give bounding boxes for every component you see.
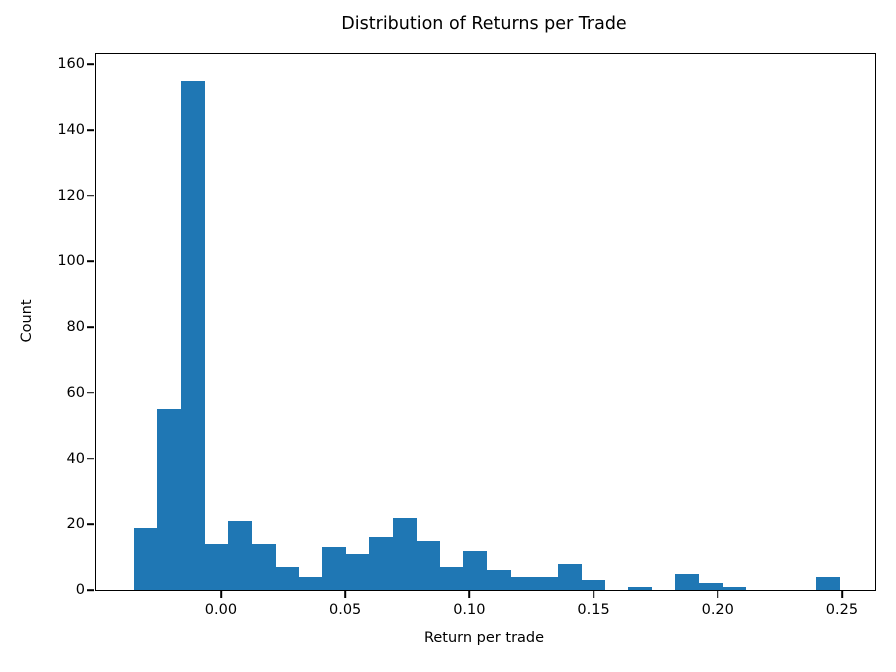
y-tick <box>87 523 95 526</box>
histogram-bar <box>157 409 182 590</box>
x-tick <box>716 590 719 598</box>
histogram-bar <box>816 576 841 590</box>
x-tick-label: 0.15 <box>577 602 610 618</box>
histogram-bar <box>228 520 253 590</box>
y-tick <box>87 194 95 197</box>
y-axis-label: Count <box>19 299 35 343</box>
x-tick-label: 0.00 <box>204 602 238 618</box>
histogram-bar <box>722 586 747 590</box>
histogram-bar <box>628 586 653 590</box>
histogram-bar <box>510 576 535 590</box>
y-tick <box>87 457 95 460</box>
y-tick <box>87 260 95 263</box>
y-tick-label: 0 <box>75 582 85 598</box>
histogram-bar <box>675 573 700 590</box>
histogram-bar <box>439 567 464 590</box>
histogram-bar <box>369 537 394 590</box>
histogram-bar <box>204 543 229 590</box>
x-tick-label: 0.20 <box>701 602 734 618</box>
y-tick <box>87 129 95 131</box>
y-tick-label: 140 <box>57 121 85 138</box>
x-tick <box>592 590 595 598</box>
histogram-bar <box>581 580 606 590</box>
histogram-bar <box>345 553 370 590</box>
x-tick <box>344 590 346 598</box>
y-tick <box>87 63 95 65</box>
histogram-bar <box>181 80 206 590</box>
x-tick-label: 0.25 <box>825 602 859 618</box>
y-tick-label: 80 <box>66 319 85 336</box>
x-tick <box>841 590 843 598</box>
x-tick-label: 0.05 <box>328 602 362 618</box>
plot-area: 0.00 0.05 0.10 0.15 0.20 0.25 0 20 40 60 80 100 120 1… <box>57 53 876 618</box>
y-tick <box>87 326 95 328</box>
histogram-bar <box>486 570 511 590</box>
x-tick <box>468 590 471 598</box>
x-axis-label: Return per trade <box>423 630 545 646</box>
histogram-bar <box>463 550 488 590</box>
histogram-bar <box>557 563 582 590</box>
histogram-bar <box>322 547 347 590</box>
y-tick <box>87 392 95 394</box>
chart-title: Distribution of Returns per Trade <box>341 14 627 34</box>
y-tick-label: 40 <box>66 450 85 467</box>
y-tick-label: 120 <box>57 187 85 204</box>
y-tick-label: 100 <box>57 253 85 270</box>
histogram-bar <box>533 576 558 590</box>
histogram-bar <box>392 517 417 590</box>
histogram-bar <box>416 540 441 590</box>
histogram-bar <box>698 583 723 590</box>
x-tick-label: 0.10 <box>453 602 486 618</box>
y-tick-label: 60 <box>66 384 85 401</box>
histogram-bar <box>275 567 300 590</box>
histogram-bar <box>133 527 158 590</box>
y-tick <box>87 589 95 591</box>
y-tick-label: 160 <box>57 56 85 73</box>
x-tick <box>220 590 222 598</box>
histogram-bar <box>251 543 276 590</box>
y-tick-label: 20 <box>66 516 85 533</box>
histogram-bar <box>298 576 323 590</box>
